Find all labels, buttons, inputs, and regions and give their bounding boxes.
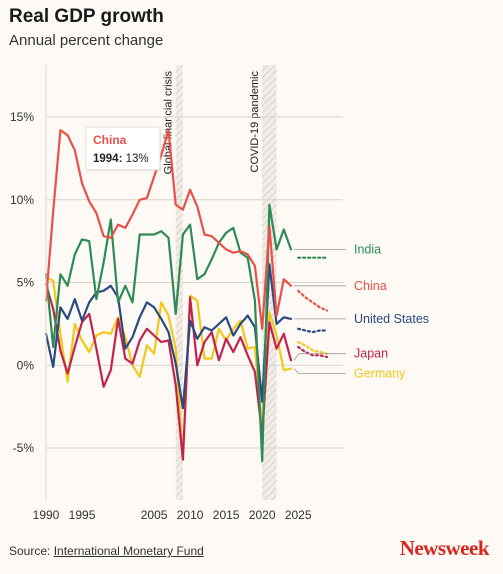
x-tick-label: 2025 [285,508,312,522]
legend-label-china: China [354,279,387,293]
legend-label-united-states: United States [354,312,429,326]
event-label-1: COVID-19 pandemic [249,71,261,173]
legend-label-india: India [354,242,381,256]
tooltip-series: China [93,133,127,147]
series-projection-united-states [297,327,329,334]
tooltip-value: 1994: 13% [93,153,149,165]
x-tick-label: 2015 [213,508,240,522]
series-line-china [44,129,293,330]
series-line-germany [44,276,293,461]
y-tick-label: 0% [17,358,35,372]
x-tick-label: 1990 [33,508,60,522]
series-line-japan [44,283,293,461]
legend-leader-germany [293,368,346,374]
x-tick-label: 1995 [69,508,96,522]
series-projection-japan [297,345,329,359]
tooltip-box [85,126,161,171]
y-tick-label: -5% [13,441,35,455]
series-projection-china [297,289,329,312]
source-note: Source: International Monetary Fund [9,544,204,558]
newsweek-logo: Newsweek [399,536,490,560]
series-projection-germany [297,341,329,355]
source-link[interactable]: International Monetary Fund [53,544,204,558]
legend-leader-japan [293,353,346,361]
event-label-0: Global financial crisis [163,71,175,175]
series-line-india [44,203,293,463]
page-subtitle: Annual percent change [9,32,164,49]
x-tick-label: 2005 [141,508,168,522]
x-tick-label: 2010 [177,508,204,522]
series-line-united-states [44,263,293,410]
y-tick-label: 10% [10,193,34,207]
legend-label-germany: Germany [354,367,406,381]
legend-label-japan: Japan [354,347,388,361]
y-tick-label: 15% [10,110,34,124]
tooltip-number: 13% [126,153,149,165]
x-tick-label: 2020 [249,508,276,522]
source-prefix: Source: [9,544,54,558]
tooltip-year: 1994: [93,153,126,165]
y-tick-label: 5% [17,276,35,290]
page-title: Real GDP growth [9,6,164,27]
